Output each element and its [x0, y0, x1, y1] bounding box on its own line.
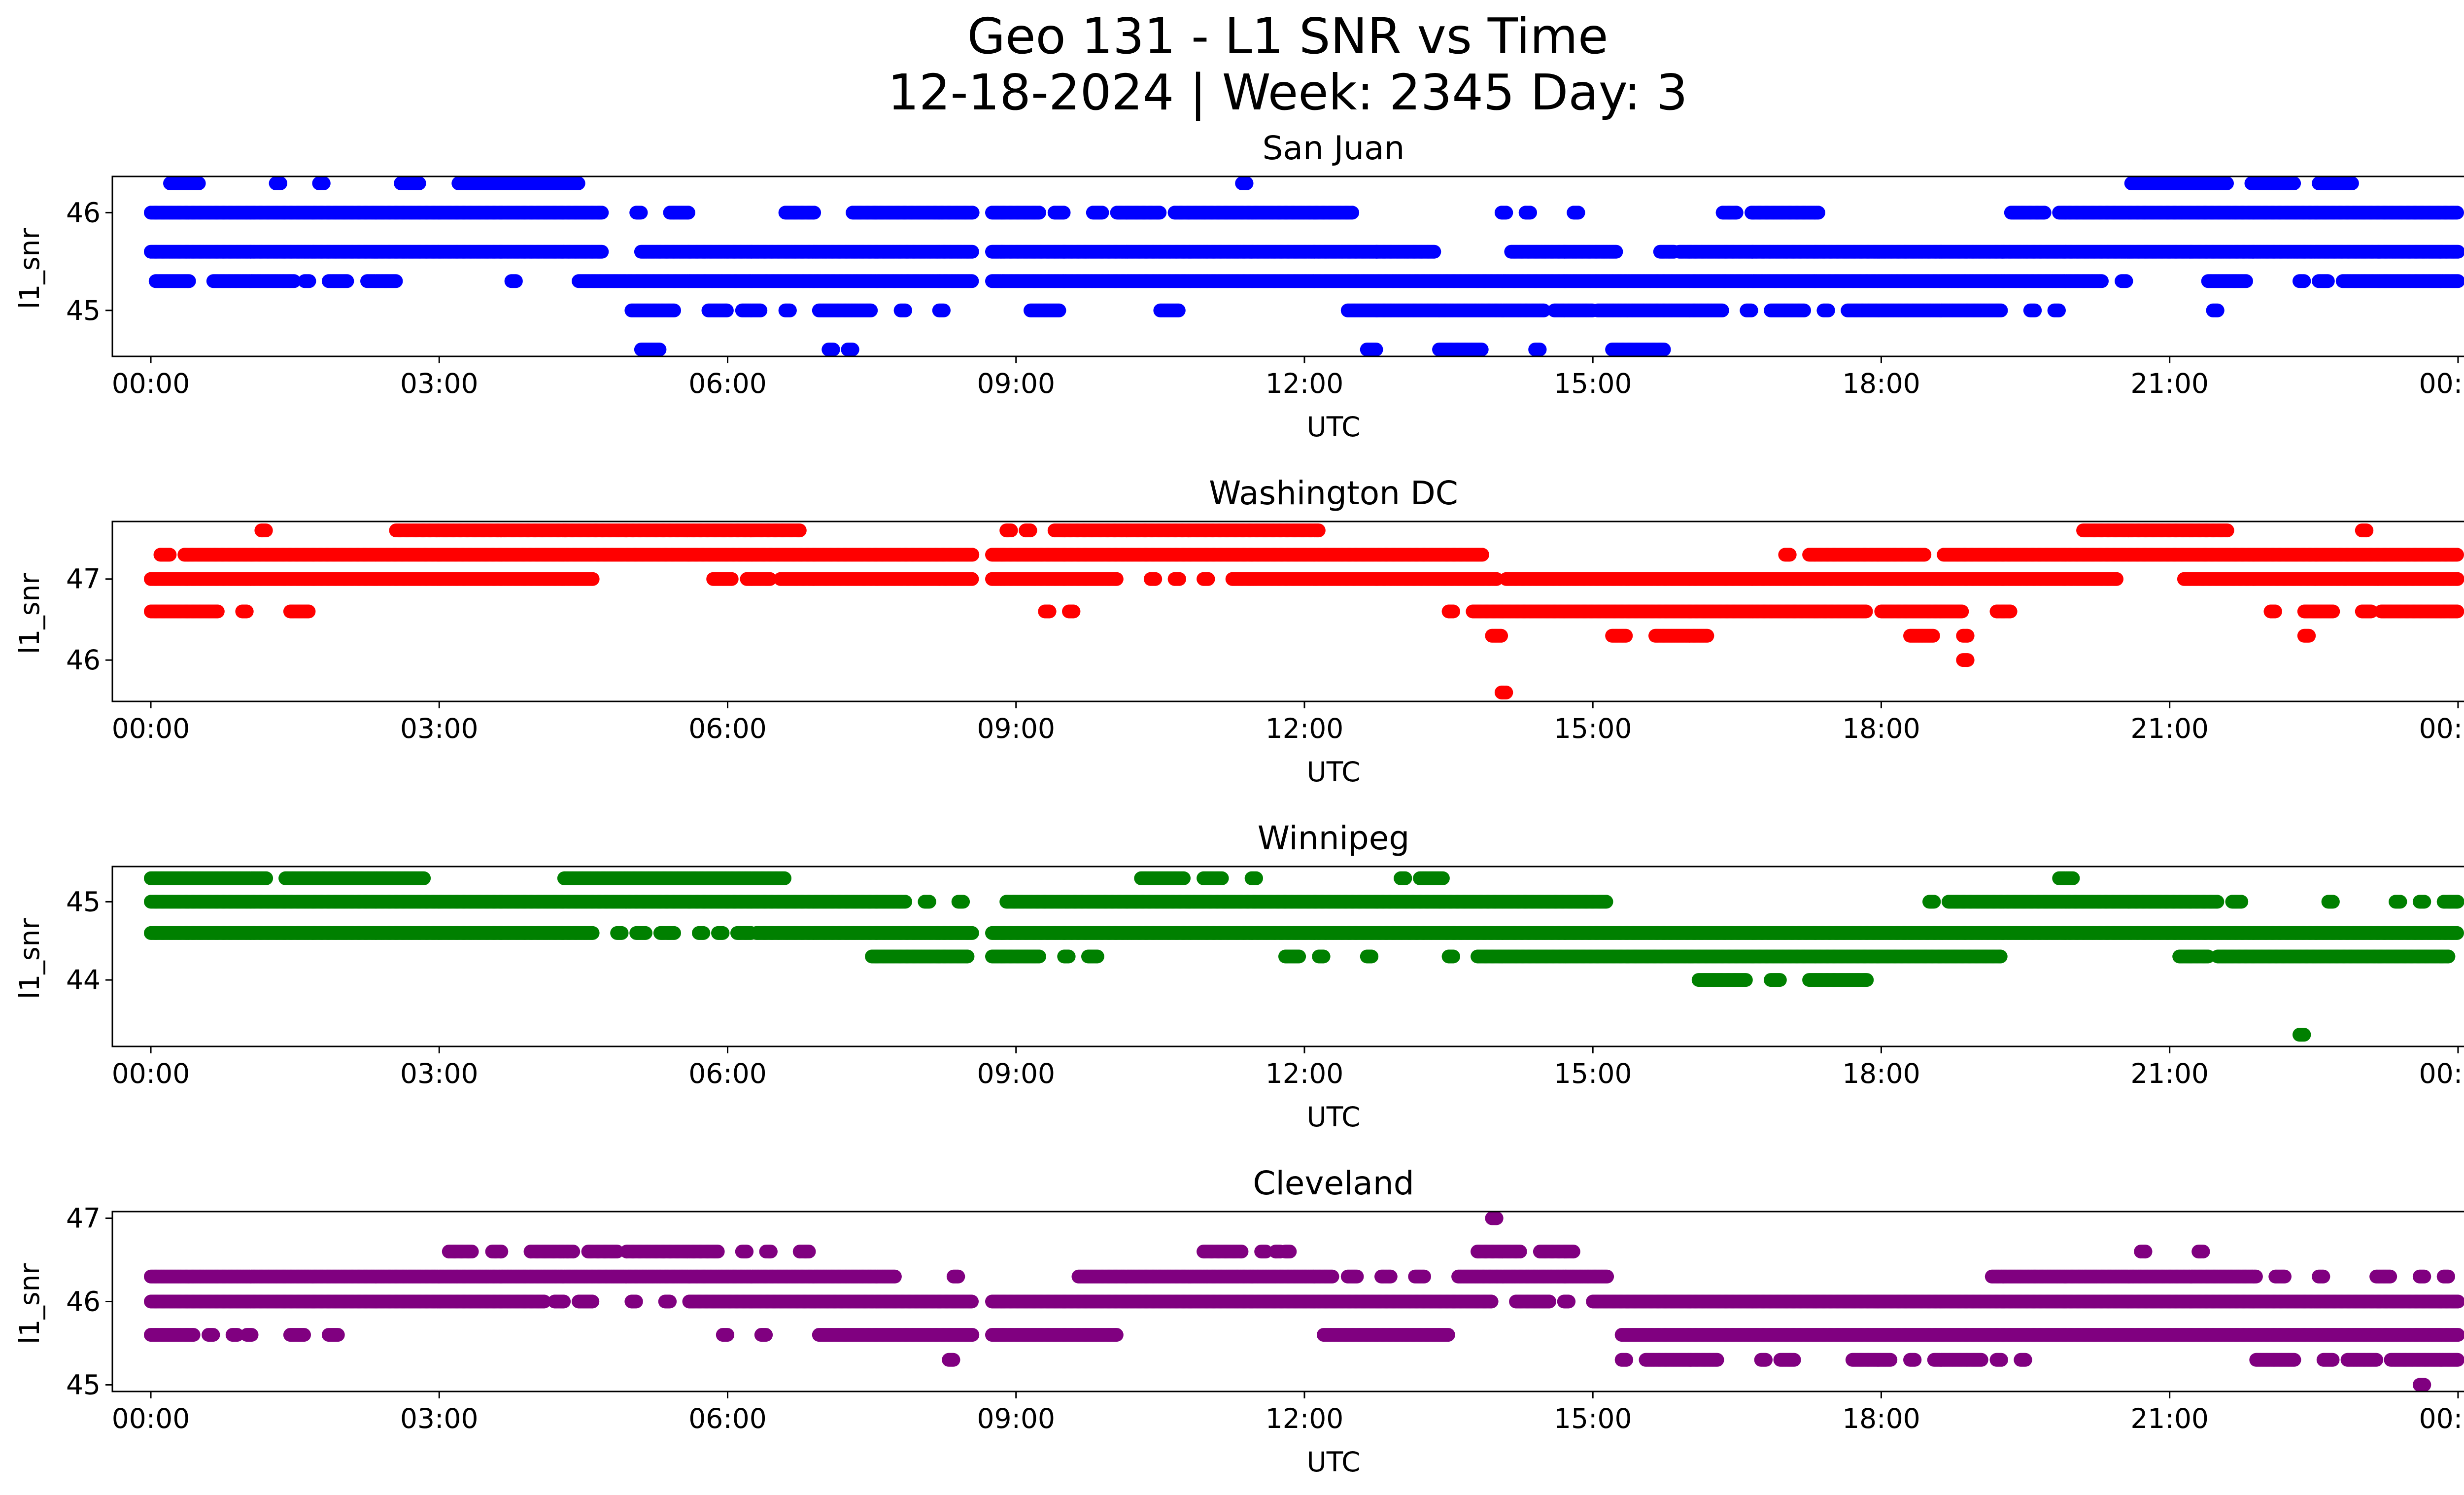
data-point: [571, 176, 585, 190]
data-point: [1811, 206, 1825, 220]
data-point: [2095, 274, 2109, 288]
data-point: [192, 176, 206, 190]
data-point: [1571, 206, 1585, 220]
data-point: [681, 206, 695, 220]
data-point: [2287, 176, 2301, 190]
data-point: [274, 176, 287, 190]
data-point: [1499, 206, 1513, 220]
data-point: [1729, 206, 1744, 220]
data-point: [807, 206, 821, 220]
data-point: [1153, 206, 1167, 220]
data-point: [412, 176, 426, 190]
data-point: [2119, 274, 2133, 288]
data-point: [302, 274, 316, 288]
data-point: [316, 176, 331, 190]
figure-title-line2: 12-18-2024 | Week: 2345 Day: 3: [888, 64, 1687, 121]
data-point: [965, 206, 980, 220]
data-point: [634, 206, 648, 220]
data-point: [2450, 206, 2464, 220]
data-point: [2037, 206, 2052, 220]
data-point: [595, 244, 609, 259]
data-point: [1523, 206, 1537, 220]
data-point: [1345, 206, 1360, 220]
data-point: [1427, 244, 1441, 259]
data-point: [340, 274, 354, 288]
data-point: [965, 274, 979, 288]
data-point: [1609, 244, 1623, 259]
data-point: [1032, 206, 1046, 220]
data-point: [595, 206, 609, 220]
data-point: [2220, 176, 2234, 190]
data-point: [509, 274, 523, 288]
data-point: [1057, 206, 1071, 220]
data-point: [965, 244, 979, 259]
figure-title-line1: Geo 131 - L1 SNR vs Time: [967, 7, 1608, 65]
plot-area: 00:00 03:00 06:00 09:00 12:00 15:00 18:00 21:00…: [66, 175, 2464, 399]
data-point: [1095, 206, 1109, 220]
data-point: [389, 274, 403, 288]
data-point: [2345, 176, 2359, 190]
data-point: [2239, 274, 2253, 288]
data-point: [2321, 274, 2335, 288]
data-point: [2297, 274, 2311, 288]
subplot-title: San Juan: [1263, 129, 1405, 167]
series-points: [144, 176, 2464, 356]
data-point: [1239, 176, 1254, 190]
subplot-san-juan: San Juan 00:00 03:00 06:00 09:00 12:00 15:00 1…: [14, 129, 2464, 443]
data-point: [182, 274, 196, 288]
